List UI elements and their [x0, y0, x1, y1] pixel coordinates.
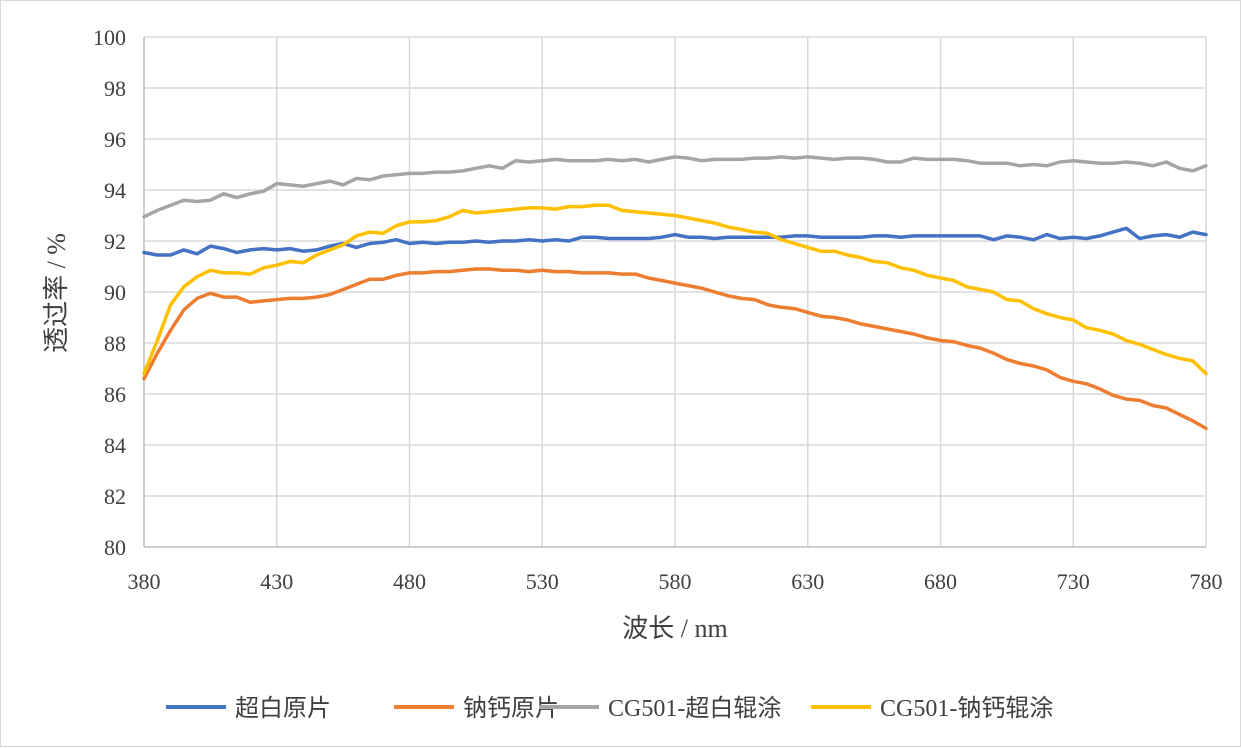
- x-tick-label: 480: [393, 569, 426, 594]
- x-axis-title: 波长 / nm: [622, 614, 727, 643]
- x-tick-label: 530: [526, 569, 559, 594]
- y-tick-label: 80: [104, 535, 126, 560]
- series-line-4: [142, 203, 1208, 376]
- x-tick-label: 730: [1057, 569, 1090, 594]
- y-tick-label: 90: [104, 280, 126, 305]
- y-tick-label: 100: [93, 25, 126, 50]
- x-tick-label: 430: [260, 569, 293, 594]
- legend-label: CG501-超白辊涂: [608, 695, 781, 722]
- legend-label: 超白原片: [235, 695, 331, 722]
- gridlines: [144, 36, 1207, 547]
- series-line-2: [142, 267, 1208, 431]
- series-line-3: [142, 155, 1208, 219]
- x-tick-label: 580: [659, 569, 692, 594]
- legend-label: CG501-钠钙辊涂: [880, 695, 1053, 722]
- x-tick-label: 380: [128, 569, 161, 594]
- tick-labels: 80 82 84 86 88 90 92 94 96 98 100 380 430 480 530 580 63…: [93, 25, 1223, 594]
- y-tick-label: 98: [104, 76, 126, 101]
- y-tick-label: 82: [104, 484, 126, 509]
- legend: 超白原片 钠钙原片 CG501-超白辊涂 CG501-钠钙辊涂: [166, 695, 1053, 722]
- y-tick-label: 84: [104, 433, 126, 458]
- x-tick-label: 630: [791, 569, 824, 594]
- y-axis-title: 透过率 / %: [42, 233, 71, 353]
- y-tick-label: 94: [104, 178, 126, 203]
- axes: [143, 37, 1206, 548]
- x-tick-label: 680: [924, 569, 957, 594]
- y-tick-label: 88: [104, 331, 126, 356]
- plot-series: [142, 155, 1208, 431]
- y-tick-label: 96: [104, 127, 126, 152]
- x-tick-label: 780: [1190, 569, 1223, 594]
- series-line-1: [142, 226, 1208, 257]
- y-tick-label: 86: [104, 382, 126, 407]
- y-tick-label: 92: [104, 229, 126, 254]
